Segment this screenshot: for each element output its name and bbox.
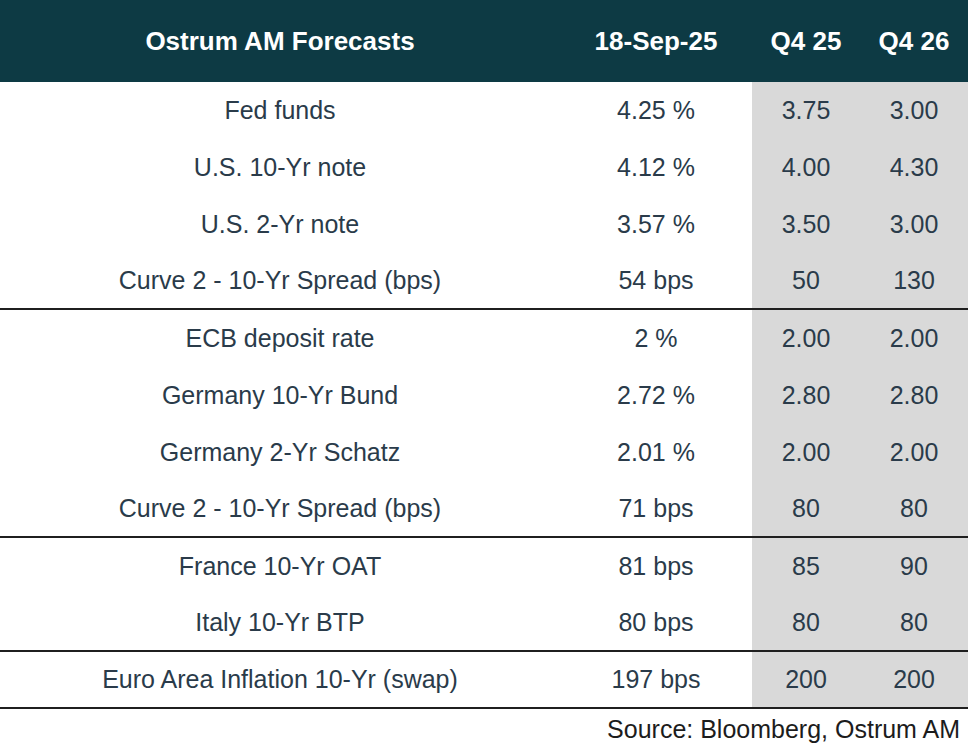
forecast-q426: 2.80 [860, 367, 968, 424]
forecast-q426: 130 [860, 253, 968, 308]
current-value: 81 bps [560, 552, 752, 581]
forecast-q426: 90 [860, 538, 968, 595]
row-label: Germany 2-Yr Schatz [0, 438, 560, 467]
forecast-q425: 3.50 [752, 196, 860, 253]
row-label: Fed funds [0, 96, 560, 125]
current-value: 3.57 % [560, 210, 752, 239]
table-row: U.S. 10-Yr note 4.12 % 4.00 4.30 [0, 139, 968, 196]
table-row: U.S. 2-Yr note 3.57 % 3.50 3.00 [0, 196, 968, 253]
column-header-q426: Q4 26 [860, 0, 968, 82]
column-header-q425: Q4 25 [752, 0, 860, 82]
table-row: Germany 10-Yr Bund 2.72 % 2.80 2.80 [0, 367, 968, 424]
row-label: U.S. 2-Yr note [0, 210, 560, 239]
forecast-q426: 2.00 [860, 424, 968, 481]
forecast-q426: 80 [860, 595, 968, 650]
table-row: Euro Area Inflation 10-Yr (swap) 197 bps… [0, 652, 968, 709]
row-label: Curve 2 - 10-Yr Spread (bps) [0, 494, 560, 523]
current-value: 80 bps [560, 608, 752, 637]
row-label: France 10-Yr OAT [0, 552, 560, 581]
current-value: 197 bps [560, 665, 752, 694]
column-header-date: 18-Sep-25 [560, 26, 752, 57]
forecast-table-page: Ostrum AM Forecasts 18-Sep-25 Q4 25 Q4 2… [0, 0, 968, 751]
table-row: Germany 2-Yr Schatz 2.01 % 2.00 2.00 [0, 424, 968, 481]
forecast-q426: 4.30 [860, 139, 968, 196]
forecast-q425: 2.00 [752, 424, 860, 481]
current-value: 2.72 % [560, 381, 752, 410]
forecast-q426: 2.00 [860, 310, 968, 367]
forecast-q425: 200 [752, 652, 860, 707]
source-attribution: Source: Bloomberg, Ostrum AM [0, 709, 968, 750]
table-row: Italy 10-Yr BTP 80 bps 80 80 [0, 595, 968, 652]
forecast-q425: 50 [752, 253, 860, 308]
row-label: U.S. 10-Yr note [0, 153, 560, 182]
current-value: 4.12 % [560, 153, 752, 182]
table-body: Fed funds 4.25 % 3.75 3.00 U.S. 10-Yr no… [0, 82, 968, 709]
forecast-q426: 3.00 [860, 82, 968, 139]
table-row: ECB deposit rate 2 % 2.00 2.00 [0, 310, 968, 367]
current-value: 2 % [560, 324, 752, 353]
forecasts-table: Ostrum AM Forecasts 18-Sep-25 Q4 25 Q4 2… [0, 0, 968, 750]
row-label: Germany 10-Yr Bund [0, 381, 560, 410]
forecast-q426: 200 [860, 652, 968, 707]
forecast-q425: 80 [752, 595, 860, 650]
forecast-q425: 4.00 [752, 139, 860, 196]
forecast-q426: 80 [860, 481, 968, 536]
row-label: Italy 10-Yr BTP [0, 608, 560, 637]
current-value: 2.01 % [560, 438, 752, 467]
row-label: Euro Area Inflation 10-Yr (swap) [0, 665, 560, 694]
table-header-row: Ostrum AM Forecasts 18-Sep-25 Q4 25 Q4 2… [0, 0, 968, 82]
table-row: Curve 2 - 10-Yr Spread (bps) 54 bps 50 1… [0, 253, 968, 310]
table-row: France 10-Yr OAT 81 bps 85 90 [0, 538, 968, 595]
table-row: Curve 2 - 10-Yr Spread (bps) 71 bps 80 8… [0, 481, 968, 538]
row-label: Curve 2 - 10-Yr Spread (bps) [0, 266, 560, 295]
row-label: ECB deposit rate [0, 324, 560, 353]
forecast-q425: 80 [752, 481, 860, 536]
forecast-q426: 3.00 [860, 196, 968, 253]
table-row: Fed funds 4.25 % 3.75 3.00 [0, 82, 968, 139]
forecast-q425: 2.80 [752, 367, 860, 424]
forecast-q425: 2.00 [752, 310, 860, 367]
current-value: 71 bps [560, 494, 752, 523]
forecast-q425: 3.75 [752, 82, 860, 139]
current-value: 4.25 % [560, 96, 752, 125]
table-title: Ostrum AM Forecasts [0, 26, 560, 57]
current-value: 54 bps [560, 266, 752, 295]
forecast-q425: 85 [752, 538, 860, 595]
